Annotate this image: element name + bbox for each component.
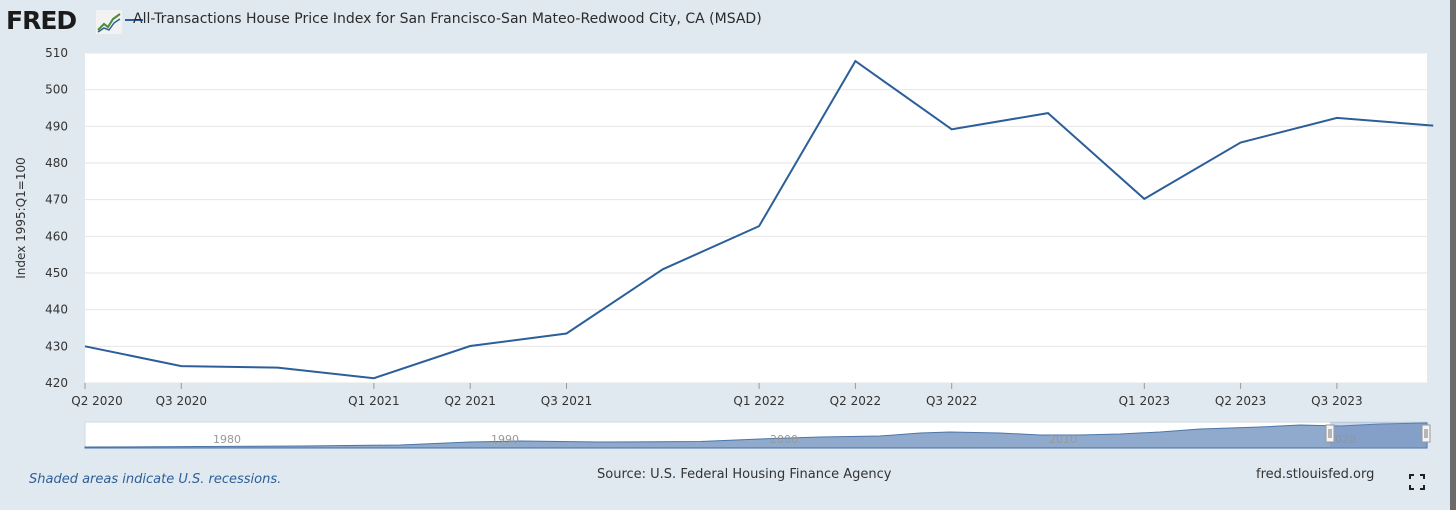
x-tick-label: Q2 2023 [1215, 394, 1266, 408]
y-tick-label: 460 [45, 229, 68, 243]
series-line[interactable] [84, 59, 1434, 380]
range-navigator[interactable]: 1980 1990 2000 2010 2020 [84, 421, 1431, 449]
x-tick-label: Q1 2022 [733, 394, 784, 408]
data-point[interactable] [853, 59, 857, 63]
y-axis-label: Index 1995:Q1=100 [14, 157, 28, 278]
x-axis-ticks: Q2 2020 Q3 2020 Q1 2021 Q2 2021 Q3 2021 Q1 20… [71, 383, 1363, 408]
y-tick-label: 480 [45, 156, 68, 170]
plot-background [85, 53, 1427, 383]
navigator-year-label: 2000 [770, 433, 798, 446]
y-tick-label: 450 [45, 266, 68, 280]
navigator-year-label: 2010 [1049, 433, 1077, 446]
data-point[interactable] [1142, 197, 1146, 201]
data-point[interactable] [276, 366, 280, 370]
x-tick-label: Q1 2021 [348, 394, 399, 408]
y-tick-label: 500 [45, 83, 68, 97]
x-tick-label: Q2 2021 [444, 394, 495, 408]
line-chart[interactable]: 420 430 440 450 460 470 480 490 500 510 Q2 2020 Q3… [0, 0, 1450, 460]
navigator-year-label: 1980 [213, 433, 241, 446]
data-point[interactable] [83, 344, 87, 348]
x-tick-label: Q3 2021 [541, 394, 592, 408]
x-tick-label: Q3 2023 [1311, 394, 1362, 408]
data-point[interactable] [757, 224, 761, 228]
data-point[interactable] [372, 376, 376, 380]
x-tick-label: Q2 2022 [830, 394, 881, 408]
y-axis-ticks: 420 430 440 450 460 470 480 490 500 510 [45, 46, 68, 390]
data-point[interactable] [661, 267, 665, 271]
data-source: Source: U.S. Federal Housing Finance Age… [597, 467, 892, 482]
chart-line-icon [96, 10, 122, 34]
navigator-year-label: 2020 [1328, 433, 1356, 446]
data-point[interactable] [950, 127, 954, 131]
recession-note: Shaded areas indicate U.S. recessions. [29, 472, 282, 487]
navigator-selection [1330, 422, 1427, 448]
series-title[interactable]: All-Transactions House Price Index for S… [133, 11, 762, 27]
data-point[interactable] [1046, 111, 1050, 115]
x-tick-label: Q1 2023 [1119, 394, 1170, 408]
navigator-year-label: 1990 [491, 433, 519, 446]
navigator-left-handle[interactable] [1325, 424, 1335, 443]
y-tick-label: 510 [45, 46, 68, 60]
y-tick-label: 440 [45, 303, 68, 317]
y-tick-label: 430 [45, 339, 68, 353]
y-tick-label: 490 [45, 119, 68, 133]
data-point[interactable] [1335, 116, 1339, 120]
x-tick-label: Q2 2020 [71, 394, 122, 408]
navigator-year-labels: 1980 1990 2000 2010 2020 [213, 433, 1356, 446]
data-point[interactable] [1431, 124, 1435, 128]
legend-swatch [125, 19, 143, 21]
fred-url-link[interactable]: fred.stlouisfed.org [1256, 467, 1375, 482]
data-point[interactable] [179, 364, 183, 368]
data-point[interactable] [565, 332, 569, 336]
data-point[interactable] [1239, 140, 1243, 144]
data-point[interactable] [468, 344, 472, 348]
x-tick-label: Q3 2022 [926, 394, 977, 408]
x-tick-label: Q3 2020 [156, 394, 207, 408]
window-edge [1450, 0, 1456, 510]
fullscreen-icon[interactable] [1409, 474, 1425, 490]
y-tick-label: 470 [45, 193, 68, 207]
y-tick-label: 420 [45, 376, 68, 390]
fred-logo[interactable]: FRED [6, 6, 77, 35]
gridlines [85, 52, 1427, 384]
navigator-right-handle[interactable] [1421, 424, 1431, 443]
